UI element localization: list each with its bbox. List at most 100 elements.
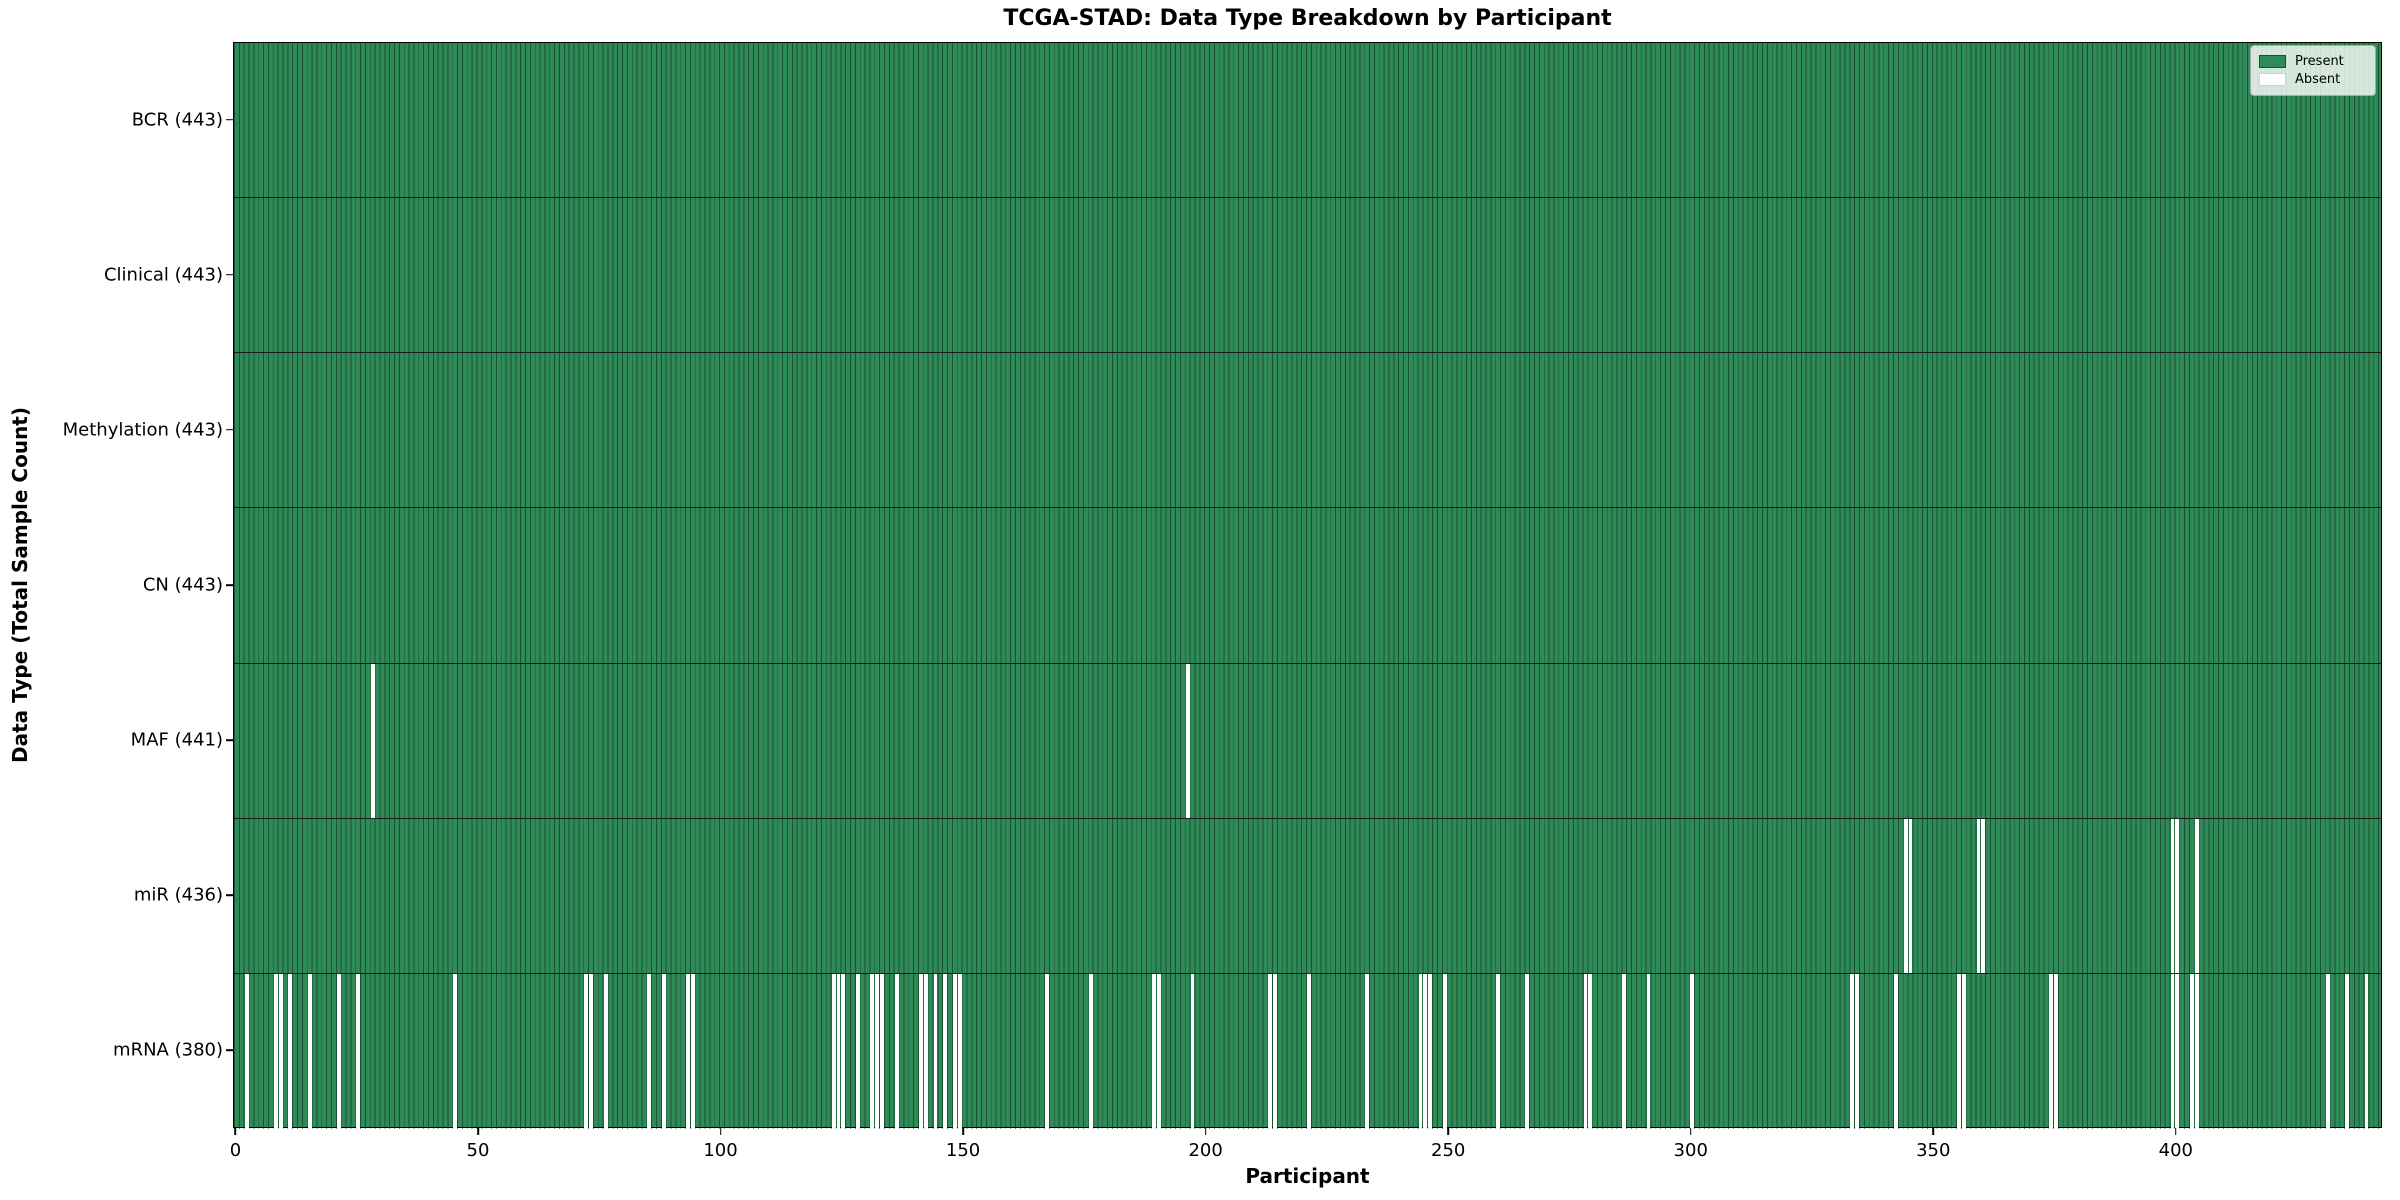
y-tick-label-CN: CN (443)	[142, 574, 223, 596]
absent-cell-stripe	[1646, 973, 1651, 1129]
heatmap-row-BCR	[234, 43, 2381, 199]
x-tick-label-100: 100	[703, 1140, 738, 1161]
absent-cell-stripe	[273, 973, 278, 1129]
y-tick-mark	[226, 1049, 233, 1052]
absent-cell-stripe	[1365, 973, 1370, 1129]
present-swatch-icon	[2259, 55, 2286, 68]
absent-cell-stripe	[855, 973, 860, 1129]
heatmap-plot-area	[233, 42, 2382, 1129]
y-tick-mark	[226, 118, 233, 121]
x-tick-mark	[234, 1128, 237, 1135]
absent-cell-stripe	[875, 973, 880, 1129]
absent-cell-stripe	[923, 973, 928, 1129]
absent-cell-stripe	[1908, 818, 1913, 973]
absent-cell-stripe	[2194, 818, 2199, 973]
x-tick-mark	[1689, 1128, 1692, 1135]
absent-cell-stripe	[2170, 818, 2175, 973]
absent-cell-stripe	[1961, 973, 1966, 1129]
x-tick-label-50: 50	[466, 1140, 490, 1161]
absent-cell-stripe	[943, 973, 948, 1129]
y-tick-mark	[226, 894, 233, 897]
absent-cell-stripe	[1588, 973, 1593, 1129]
absent-cell-stripe	[2175, 973, 2180, 1129]
absent-cell-stripe	[836, 973, 841, 1129]
absent-cell-stripe	[1151, 973, 1156, 1129]
y-axis-title: Data Type (Total Sample Count)	[8, 406, 32, 764]
absent-cell-stripe	[2194, 973, 2199, 1129]
heatmap-row-Methylation	[234, 353, 2381, 509]
absent-cell-stripe	[244, 973, 249, 1129]
y-tick-mark	[226, 273, 233, 276]
absent-cell-stripe	[336, 973, 341, 1129]
absent-cell-stripe	[918, 973, 923, 1129]
absent-cell-stripe	[2170, 973, 2175, 1129]
absent-cell-stripe	[957, 973, 962, 1129]
absent-cell-stripe	[1894, 973, 1898, 1129]
absent-cell-stripe	[1268, 973, 1273, 1129]
absent-cell-stripe	[288, 973, 293, 1129]
absent-cell-stripe	[1855, 973, 1860, 1129]
heatmap-row-CN	[234, 508, 2381, 664]
absent-cell-stripe	[1525, 973, 1530, 1129]
absent-cell-stripe	[307, 973, 312, 1129]
x-tick-label-0: 0	[229, 1140, 242, 1161]
absent-swatch-icon	[2259, 73, 2286, 86]
y-tick-mark	[226, 429, 233, 431]
absent-cell-stripe	[453, 973, 458, 1129]
absent-cell-stripe	[1428, 973, 1433, 1129]
absent-cell-stripe	[686, 973, 690, 1129]
absent-cell-stripe	[661, 973, 666, 1129]
x-axis-title: Participant	[1245, 1164, 1370, 1188]
y-tick-label-Methylation: Methylation (443)	[62, 419, 223, 441]
absent-cell-stripe	[1088, 973, 1093, 1129]
heatmap-row-mRNA	[234, 973, 2381, 1129]
absent-cell-stripe	[2364, 973, 2369, 1129]
absent-cell-stripe	[1850, 973, 1855, 1129]
absent-cell-stripe	[1622, 973, 1627, 1129]
absent-cell-stripe	[1583, 973, 1588, 1129]
x-tick-label-400: 400	[2158, 1140, 2194, 1161]
x-tick-label-200: 200	[1188, 1140, 1223, 1161]
absent-cell-stripe	[894, 973, 899, 1129]
y-tick-label-MAF: MAF (441)	[130, 729, 223, 751]
x-tick-mark	[1932, 1128, 1935, 1135]
absent-cell-stripe	[933, 973, 938, 1129]
absent-cell-stripe	[690, 973, 695, 1129]
y-tick-label-mRNA: mRNA (380)	[113, 1039, 223, 1061]
absent-cell-stripe	[1957, 973, 1961, 1129]
absent-cell-stripe	[870, 973, 875, 1129]
legend-present-label: Present	[2295, 54, 2344, 69]
absent-cell-stripe	[1981, 818, 1986, 973]
absent-cell-stripe	[1273, 973, 1277, 1129]
heatmap-row-Clinical	[234, 198, 2381, 354]
heatmap-row-miR	[234, 818, 2381, 974]
x-tick-label-300: 300	[1673, 1140, 1708, 1161]
y-tick-label-BCR: BCR (443)	[131, 109, 223, 131]
absent-cell-stripe	[841, 973, 846, 1129]
legend-item-absent: Absent	[2259, 72, 2367, 87]
absent-cell-stripe	[1690, 973, 1695, 1129]
absent-cell-stripe	[880, 973, 885, 1129]
absent-cell-stripe	[2325, 973, 2330, 1129]
legend-item-present: Present	[2259, 54, 2367, 69]
absent-cell-stripe	[589, 973, 593, 1129]
x-tick-label-150: 150	[945, 1140, 981, 1161]
heatmap-row-MAF	[234, 663, 2381, 819]
absent-cell-stripe	[1156, 973, 1161, 1129]
absent-cell-stripe	[370, 663, 375, 818]
absent-cell-stripe	[2054, 973, 2058, 1129]
legend-absent-label: Absent	[2295, 72, 2341, 87]
absent-cell-stripe	[2049, 973, 2054, 1129]
absent-cell-stripe	[603, 973, 608, 1129]
y-tick-mark	[226, 584, 233, 586]
x-tick-mark	[2175, 1128, 2177, 1135]
absent-cell-stripe	[1190, 973, 1195, 1129]
absent-cell-stripe	[584, 973, 589, 1129]
y-tick-label-Clinical: Clinical (443)	[103, 264, 223, 286]
absent-cell-stripe	[1976, 818, 1981, 973]
absent-cell-stripe	[2345, 973, 2350, 1129]
legend: Present Absent	[2250, 45, 2376, 96]
y-tick-label-miR: miR (436)	[133, 884, 223, 906]
absent-cell-stripe	[2189, 973, 2194, 1129]
